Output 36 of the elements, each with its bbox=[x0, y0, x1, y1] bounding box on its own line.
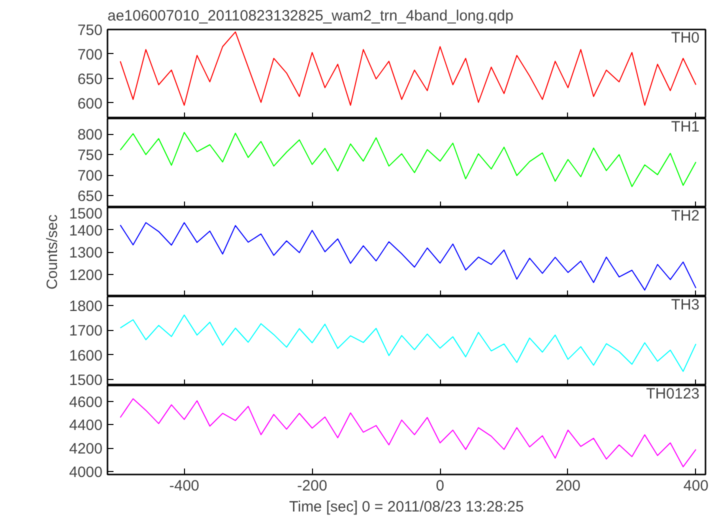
y-tick-label: 1500 bbox=[69, 372, 103, 390]
x-axis-title: Time [sec] 0 = 2011/08/23 13:28:25 bbox=[289, 498, 524, 516]
line-series bbox=[120, 132, 696, 188]
x-tick-label: 0 bbox=[436, 478, 444, 494]
y-axis-title: Counts/sec bbox=[44, 214, 62, 290]
x-tick-label: -200 bbox=[297, 478, 328, 494]
line-series bbox=[120, 398, 696, 468]
y-tick-label: 600 bbox=[77, 95, 103, 112]
y-tick-label: 650 bbox=[77, 70, 103, 88]
y-tick-label: 1300 bbox=[69, 244, 103, 262]
y-tick-label: 1600 bbox=[69, 347, 103, 364]
y-tick-label: 4200 bbox=[69, 440, 103, 458]
annotation: TH0123 bbox=[646, 386, 700, 402]
chart-title: ae106007010_20110823132825_wam2_trn_4band_long.qdp bbox=[108, 8, 514, 24]
x-tick-label: 400 bbox=[683, 478, 708, 494]
y-tick-label: 1400 bbox=[69, 222, 103, 240]
y-tick-label: 700 bbox=[77, 46, 103, 64]
y-tick-label: 1800 bbox=[69, 298, 103, 315]
y-tick-label: 4400 bbox=[69, 417, 103, 434]
y-tick-label: 1200 bbox=[69, 266, 103, 284]
y-tick-label: 750 bbox=[77, 22, 103, 39]
y-tick-label: 750 bbox=[77, 147, 103, 164]
y-tick-label: 1700 bbox=[69, 322, 103, 340]
y-tick-label: 1500 bbox=[69, 206, 103, 222]
x-tick-label: -400 bbox=[169, 478, 200, 494]
y-tick-label: 4600 bbox=[69, 394, 103, 411]
y-tick-label: 800 bbox=[77, 126, 103, 144]
annotation: TH1 bbox=[671, 118, 700, 136]
line-series bbox=[120, 314, 696, 372]
x-tick-label: 200 bbox=[555, 478, 581, 494]
annotation: TH3 bbox=[671, 296, 700, 314]
y-tick-label: 650 bbox=[77, 188, 103, 206]
y-tick-label: 4000 bbox=[69, 464, 103, 482]
annotation: TH2 bbox=[671, 208, 700, 224]
annotation: TH0 bbox=[671, 30, 700, 46]
y-tick-label: 700 bbox=[77, 168, 103, 185]
